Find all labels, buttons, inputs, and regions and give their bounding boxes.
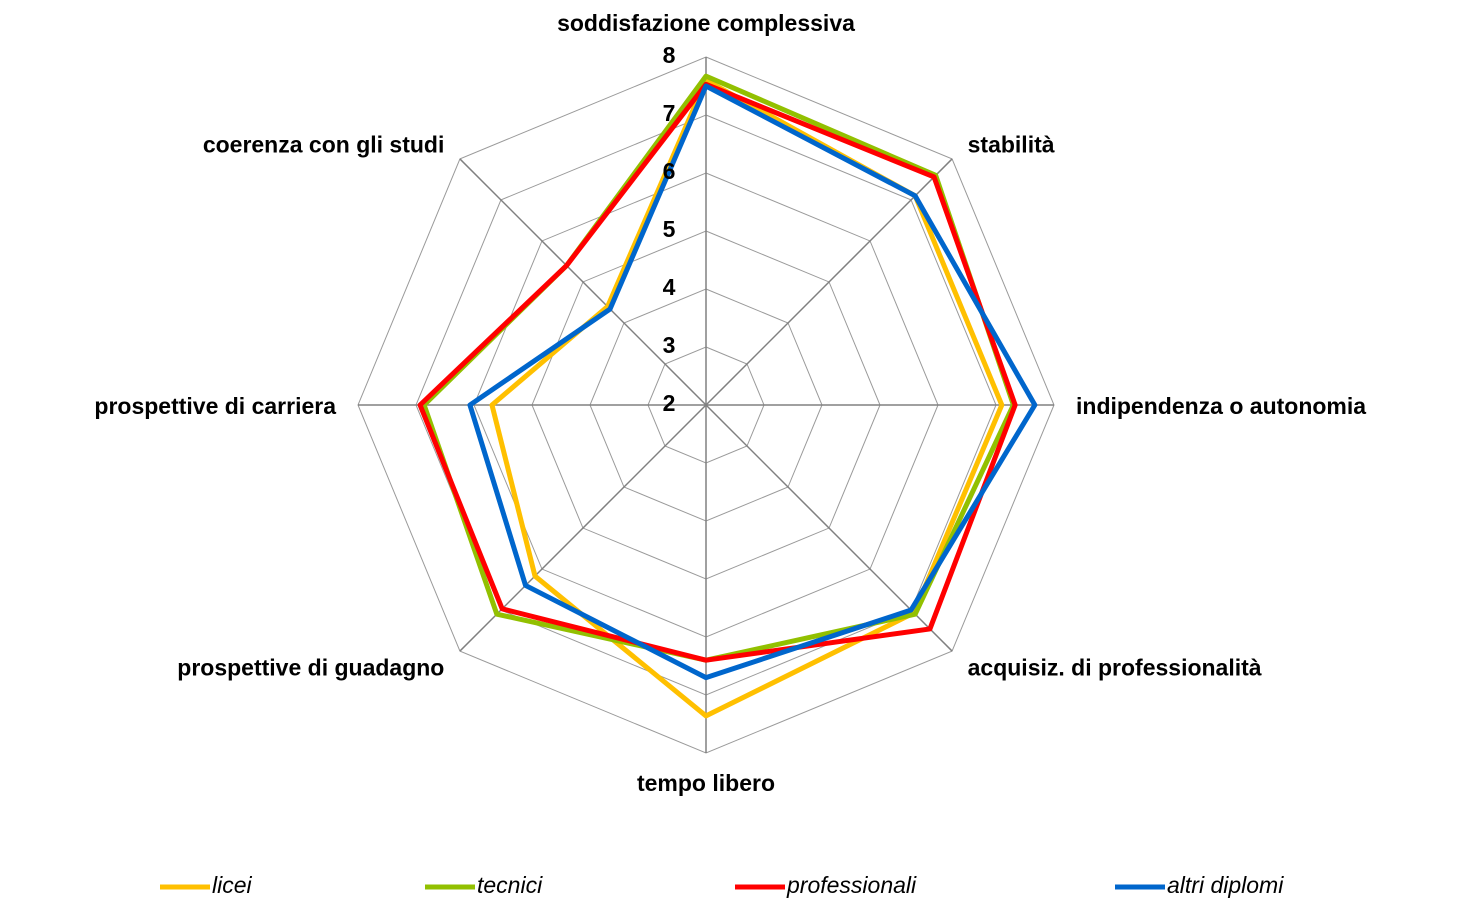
tick-label: 7 — [663, 100, 676, 126]
series-line — [421, 73, 1016, 663]
spoke — [459, 158, 707, 406]
tick-label: 4 — [663, 274, 676, 300]
category-label: acquisiz. di professionalità — [968, 655, 1262, 681]
category-label: indipendenza o autonomia — [1076, 393, 1366, 419]
category-label: soddisfazione complessiva — [557, 10, 855, 36]
category-label: stabilità — [968, 131, 1055, 157]
legend-label: licei — [212, 872, 253, 898]
tick-label: 2 — [663, 390, 676, 416]
series-line — [467, 83, 1038, 681]
category-label: prospettive di carriera — [94, 393, 336, 419]
category-label: coerenza con gli studi — [203, 131, 445, 157]
legend-label: tecnici — [477, 872, 543, 898]
legend-label: professionali — [786, 872, 917, 898]
category-label: prospettive di guadagno — [177, 655, 444, 681]
spoke — [705, 158, 953, 406]
tick-label: 3 — [663, 332, 676, 358]
tick-label: 5 — [663, 216, 676, 242]
tick-label: 6 — [663, 158, 676, 184]
category-label: tempo libero — [637, 770, 775, 796]
legend-label: altri diplomi — [1167, 872, 1284, 898]
series-line — [417, 81, 1018, 663]
tick-label: 8 — [663, 42, 676, 68]
